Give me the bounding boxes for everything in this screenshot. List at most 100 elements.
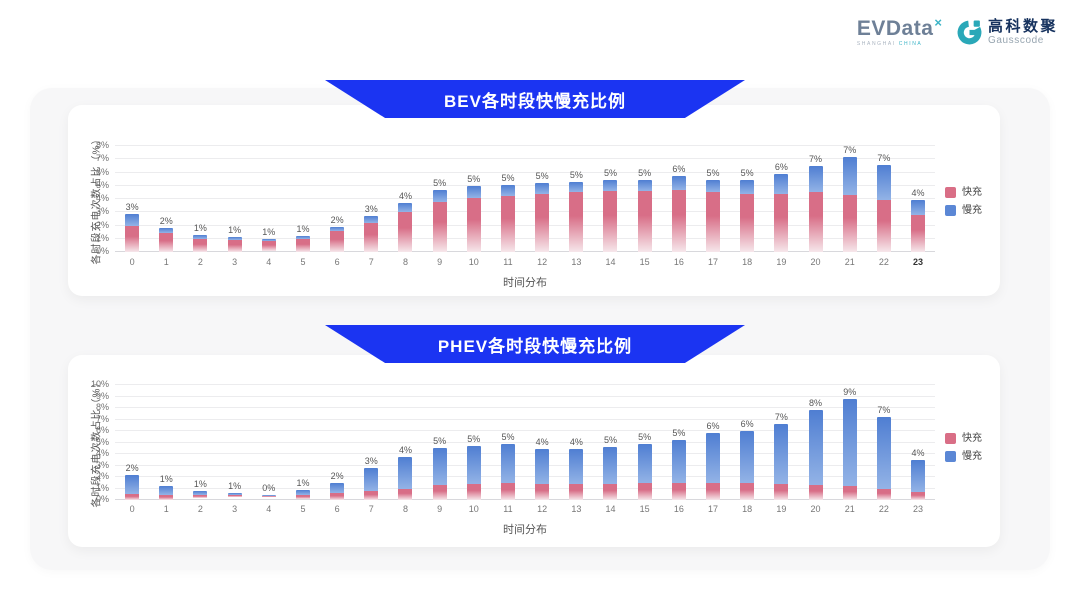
bar-stack bbox=[671, 440, 686, 500]
x-tick-label: 12 bbox=[537, 257, 548, 267]
legend: 快充 慢充 bbox=[945, 433, 982, 462]
gridline bbox=[115, 237, 935, 239]
bar-stack bbox=[261, 239, 276, 252]
bar-total-label: 1% bbox=[228, 224, 242, 235]
legend-label: 快充 bbox=[962, 186, 982, 198]
bar-slow-segment bbox=[876, 164, 891, 201]
x-tick-label: 18 bbox=[742, 257, 753, 267]
bar-column: 7% bbox=[867, 146, 901, 252]
bar-stack bbox=[398, 202, 413, 252]
x-tick-label: 20 bbox=[810, 504, 821, 514]
bar-stack bbox=[159, 486, 174, 500]
bar-stack bbox=[159, 227, 174, 252]
bar-fast-segment bbox=[535, 193, 550, 252]
gridline bbox=[115, 476, 935, 477]
bar-stack bbox=[637, 179, 652, 252]
y-tick-label: 1% bbox=[95, 232, 109, 243]
x-tick-label: 22 bbox=[878, 504, 889, 514]
y-tick-label: 2% bbox=[95, 219, 109, 230]
evdata-tagline: SHANGHAI CHINA bbox=[857, 41, 922, 47]
bar-fast-segment bbox=[842, 486, 857, 500]
bar-stack bbox=[193, 490, 208, 500]
x-tick-label: 22 bbox=[878, 257, 889, 267]
bar-column: 7% bbox=[833, 146, 867, 252]
bar-slow-segment bbox=[227, 493, 242, 496]
bar-column: 1% bbox=[286, 146, 320, 252]
bar-column: 5% bbox=[730, 146, 764, 252]
bar-slow-segment bbox=[193, 234, 208, 239]
gridline bbox=[115, 224, 935, 226]
bar-stack bbox=[193, 234, 208, 252]
bar-column: 5% bbox=[662, 385, 696, 500]
y-tick-label: 7% bbox=[95, 413, 109, 424]
bar-slow-segment bbox=[569, 181, 584, 193]
phev-chart-card: 各时段充电次数占比（%） 0% 1% 2% 3% 4% 5% 6% 7% 8% 9% 10% 2% 1%… bbox=[68, 355, 1000, 547]
x-tick-label: 13 bbox=[571, 257, 582, 267]
bar-slow-segment bbox=[330, 226, 345, 231]
bar-stack bbox=[295, 236, 310, 252]
bar-total-label: 5% bbox=[501, 173, 515, 184]
x-tick-label: 6 bbox=[334, 504, 340, 514]
bar-slow-segment bbox=[603, 447, 618, 484]
bar-total-label: 5% bbox=[433, 178, 447, 189]
gridline bbox=[115, 464, 935, 466]
bar-slow-segment bbox=[808, 165, 823, 193]
bar-stack bbox=[398, 457, 413, 500]
gridline bbox=[115, 487, 935, 489]
bar-column: 1% bbox=[183, 146, 217, 252]
gridline bbox=[115, 171, 935, 173]
bar-stack bbox=[364, 216, 379, 252]
bar-column: 5% bbox=[457, 146, 491, 252]
bar-total-label: 5% bbox=[535, 171, 549, 182]
bar-fast-segment bbox=[261, 495, 276, 498]
bar-slow-segment bbox=[432, 448, 447, 486]
bar-column: 1% bbox=[252, 146, 286, 252]
x-tick-label: 15 bbox=[639, 504, 650, 514]
bar-stack bbox=[808, 165, 823, 252]
bar-column: 0% bbox=[252, 385, 286, 500]
bar-stack bbox=[911, 200, 926, 252]
x-tick-label: 18 bbox=[742, 504, 753, 514]
bar-column: 4% bbox=[901, 385, 935, 500]
bev-chart-title-banner: BEV各时段快慢充比例 bbox=[325, 80, 745, 118]
bar-stack bbox=[125, 213, 140, 252]
evdata-tagline-left: SHANGHAI bbox=[856, 41, 896, 47]
bar-fast-segment bbox=[193, 494, 208, 499]
bar-column: 5% bbox=[457, 385, 491, 500]
gridline bbox=[115, 211, 935, 213]
gausscode-logo: 高科数聚 Gausscode bbox=[956, 18, 1058, 46]
bar-stack bbox=[706, 179, 720, 252]
y-tick-label: 6% bbox=[95, 425, 109, 435]
x-tick-label: 9 bbox=[437, 257, 443, 267]
y-tick-label: 1% bbox=[95, 482, 109, 493]
bar-stack bbox=[876, 417, 891, 500]
x-tick-label: 10 bbox=[468, 257, 479, 267]
bar-column: 1% bbox=[183, 385, 217, 500]
bar-stack bbox=[227, 236, 242, 252]
bar-fast-segment bbox=[261, 241, 276, 252]
bar-stack bbox=[432, 190, 447, 252]
bar-total-label: 1% bbox=[296, 224, 310, 235]
bar-slow-segment bbox=[706, 433, 720, 483]
x-tick-label: 8 bbox=[402, 504, 408, 514]
bar-stack bbox=[774, 424, 789, 500]
x-tick-label: 11 bbox=[503, 504, 513, 514]
bar-slow-segment bbox=[295, 236, 310, 239]
bar-column: 6% bbox=[696, 385, 730, 500]
bar-column: 5% bbox=[593, 385, 627, 500]
bar-total-label: 4% bbox=[398, 445, 412, 456]
x-axis-ticks: 0 1 2 3 4 5 6 7 8 9 10 11 12 13 14 15 16 17 18 19 20 21 22 23 bbox=[115, 258, 935, 267]
bar-fast-segment bbox=[671, 482, 686, 500]
bar-slow-segment bbox=[159, 486, 174, 496]
bar-fast-segment bbox=[740, 482, 755, 500]
bar-total-label: 7% bbox=[843, 145, 857, 155]
bar-fast-segment bbox=[364, 490, 379, 500]
bar-total-label: 6% bbox=[774, 161, 788, 172]
bar-stack bbox=[500, 443, 515, 500]
bar-slow-segment bbox=[637, 179, 652, 192]
bar-slow-segment bbox=[466, 445, 481, 484]
bar-column: 5% bbox=[423, 385, 457, 500]
bar-stack bbox=[876, 164, 891, 252]
bar-total-label: 3% bbox=[364, 204, 378, 215]
bar-total-label: 5% bbox=[569, 169, 583, 180]
